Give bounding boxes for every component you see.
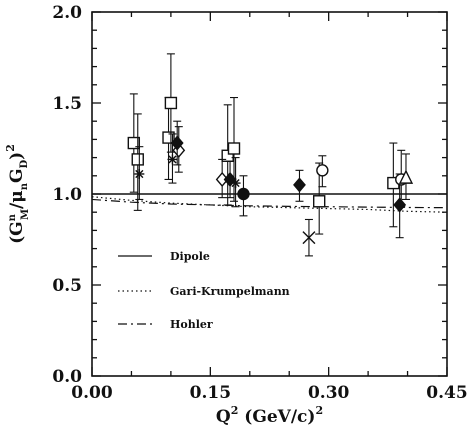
marker-diamond-filled: [223, 171, 237, 188]
x-tick-label: 0.30: [308, 383, 350, 403]
legend-label: Dipole: [170, 250, 210, 263]
y-label-slash: /: [7, 202, 27, 209]
marker-square-open-shape: [164, 96, 178, 110]
model-curves: [91, 193, 448, 213]
marker-triangle-open-shape: [398, 169, 414, 184]
y-label-outer-sup: 2: [4, 144, 17, 152]
marker-square-open: [164, 96, 178, 110]
x-tick-label: 0.15: [190, 383, 231, 403]
y-label-close: ): [7, 152, 27, 160]
x-axis-label-units: (GeV/c): [238, 407, 315, 427]
legend-label: Gari-Krumpelmann: [170, 285, 290, 298]
y-tick-label: 0.5: [52, 276, 82, 296]
legend: Dipole Gari-Krumpelmann Hohler: [118, 250, 290, 331]
axes: 0.00 0.15 0.30 0.45 0.0 0.5 1.0 1.5 2.0: [52, 3, 467, 403]
y-label-open: (G: [7, 221, 27, 244]
marker-cross: [302, 231, 316, 245]
y-tick-label: 2.0: [52, 3, 82, 23]
x-tick-label: 0.45: [426, 383, 467, 403]
curve-dashdot: [91, 198, 448, 209]
curve-dotted: [91, 196, 448, 213]
marker-square-open-shape: [313, 195, 326, 208]
legend-label: Hohler: [170, 318, 213, 331]
marker-star-stroke: [135, 169, 144, 179]
y-tick-label: 0.0: [52, 367, 82, 387]
x-tick-label: 0.00: [71, 383, 113, 403]
marker-square-open-shape: [227, 142, 241, 155]
y-tick-label: 1.0: [52, 185, 82, 205]
data-points: [127, 53, 414, 257]
marker-star: [167, 154, 178, 165]
marker-circle-open: [316, 164, 329, 177]
marker-diamond-filled: [170, 135, 184, 151]
y-label-mu-sub: n: [19, 182, 30, 190]
x-axis-label-sup: 2: [231, 404, 239, 417]
y-label-g2-sub: D: [19, 159, 30, 168]
x-axis-label: Q2 (GeV/c)2: [216, 404, 323, 427]
y-tick-label: 1.5: [52, 94, 82, 114]
marker-square-open-shape: [162, 131, 175, 144]
y-label-g2: G: [7, 168, 27, 183]
y-label-mu: μ: [7, 190, 27, 202]
marker-triangle-open: [398, 169, 414, 184]
x-axis-label-base: Q: [216, 407, 231, 427]
y-axis-label: (Gn M/μnGD)2: [4, 144, 31, 244]
marker-star-stroke: [168, 155, 177, 164]
marker-cross-stroke: [302, 231, 316, 245]
marker-diamond-filled-shape: [393, 197, 407, 213]
x-axis-label-units-sup: 2: [315, 404, 323, 417]
marker-diamond-filled-shape: [223, 171, 237, 188]
axis-labels: Q2 (GeV/c)2 (Gn M/μnGD)2: [4, 144, 323, 427]
y-label-g1-sup: n: [7, 213, 18, 221]
marker-square-open-shape: [127, 136, 141, 150]
marker-diamond-filled: [393, 197, 407, 213]
marker-circle-filled: [237, 187, 250, 201]
marker-star-stroke: [231, 178, 240, 188]
marker-square-open: [162, 131, 175, 144]
y-label-g1-sub: M: [20, 209, 31, 220]
marker-square-open-shape: [131, 153, 144, 166]
marker-diamond-filled: [293, 177, 306, 193]
marker-circle-filled-shape: [237, 187, 250, 201]
marker-square-open: [127, 136, 141, 150]
marker-circle-open-shape: [316, 164, 329, 177]
marker-diamond-filled-shape: [293, 177, 306, 193]
marker-square-open: [313, 195, 326, 208]
marker-square-open: [131, 153, 144, 166]
marker-diamond-filled-shape: [170, 135, 184, 151]
marker-square-open: [227, 142, 241, 155]
marker-star: [134, 168, 145, 179]
